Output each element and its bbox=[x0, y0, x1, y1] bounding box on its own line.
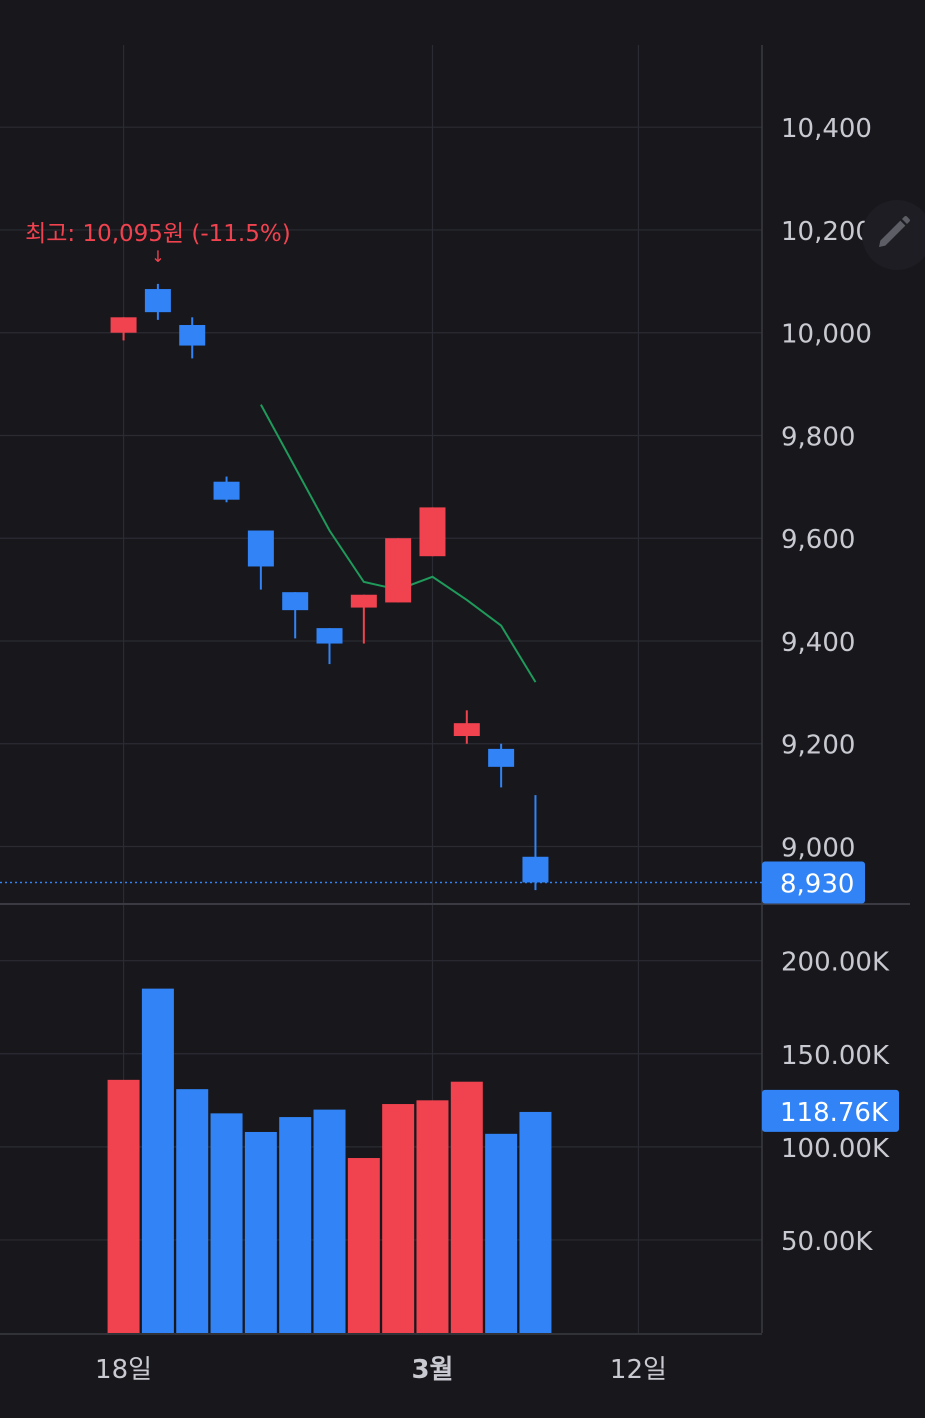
volume-bar bbox=[279, 1117, 312, 1333]
volume-bar bbox=[141, 988, 174, 1333]
candles bbox=[110, 283, 549, 891]
candle-body bbox=[522, 856, 549, 883]
time-tick-label: 12일 bbox=[610, 1355, 667, 1385]
volume-bar bbox=[244, 1131, 277, 1333]
volume-bar bbox=[176, 1089, 209, 1333]
candle-body bbox=[316, 628, 343, 644]
price-tick-label: 10,400 bbox=[781, 114, 872, 144]
volume-bar bbox=[450, 1081, 483, 1333]
candle-body bbox=[144, 289, 171, 313]
price-tick-label: 10,000 bbox=[781, 320, 872, 350]
candle-body bbox=[213, 481, 240, 500]
candle-body bbox=[350, 594, 377, 608]
candle-body bbox=[282, 592, 309, 611]
volume-bar bbox=[347, 1158, 380, 1333]
candle-body bbox=[110, 317, 137, 333]
candle-body bbox=[419, 507, 446, 557]
high-price-arrow: ↓ bbox=[151, 247, 164, 266]
axes: 10,400 10,200 10,000 9,800 9,600 9,400 9,200 9,… bbox=[0, 45, 910, 1385]
time-tick-label: 18일 bbox=[95, 1355, 152, 1385]
current-price-label: 8,930 bbox=[780, 869, 854, 899]
time-tick-label: 3월 bbox=[411, 1355, 453, 1385]
edit-drawing-button[interactable] bbox=[862, 200, 925, 270]
volume-bar bbox=[485, 1133, 518, 1333]
volume-bars bbox=[107, 988, 552, 1333]
volume-tick-label: 50.00K bbox=[781, 1227, 873, 1257]
price-tick-label: 10,200 bbox=[781, 217, 872, 247]
annotations: 8,930 118.76K 최고: 10,095원 (-11.5%)↓ bbox=[0, 221, 899, 1132]
price-tick-label: 9,600 bbox=[781, 525, 855, 555]
current-price-badge bbox=[762, 861, 865, 904]
volume-bar bbox=[382, 1104, 415, 1333]
candle-body bbox=[247, 530, 274, 567]
moving-average-line bbox=[260, 404, 537, 683]
volume-bar bbox=[416, 1100, 449, 1333]
volume-bar bbox=[210, 1113, 243, 1333]
moving-average bbox=[260, 404, 537, 683]
volume-tick-label: 100.00K bbox=[781, 1134, 890, 1164]
current-volume-label: 118.76K bbox=[780, 1098, 889, 1128]
volume-bar bbox=[107, 1079, 140, 1333]
volume-bar bbox=[313, 1109, 346, 1333]
volume-bar bbox=[519, 1111, 552, 1333]
volume-tick-label: 200.00K bbox=[781, 948, 890, 978]
current-volume-badge bbox=[762, 1089, 899, 1132]
candle-body bbox=[488, 748, 515, 767]
price-tick-label: 9,000 bbox=[781, 833, 855, 863]
pencil-icon bbox=[879, 216, 910, 247]
candle-body bbox=[179, 325, 206, 346]
price-tick-label: 9,400 bbox=[781, 628, 855, 658]
price-tick-label: 9,200 bbox=[781, 731, 855, 761]
candle-body bbox=[385, 538, 412, 603]
price-tick-label: 9,800 bbox=[781, 422, 855, 452]
high-price-annotation: 최고: 10,095원 (-11.5%) bbox=[25, 221, 291, 247]
volume-tick-label: 150.00K bbox=[781, 1041, 890, 1071]
candle-body bbox=[453, 723, 480, 737]
